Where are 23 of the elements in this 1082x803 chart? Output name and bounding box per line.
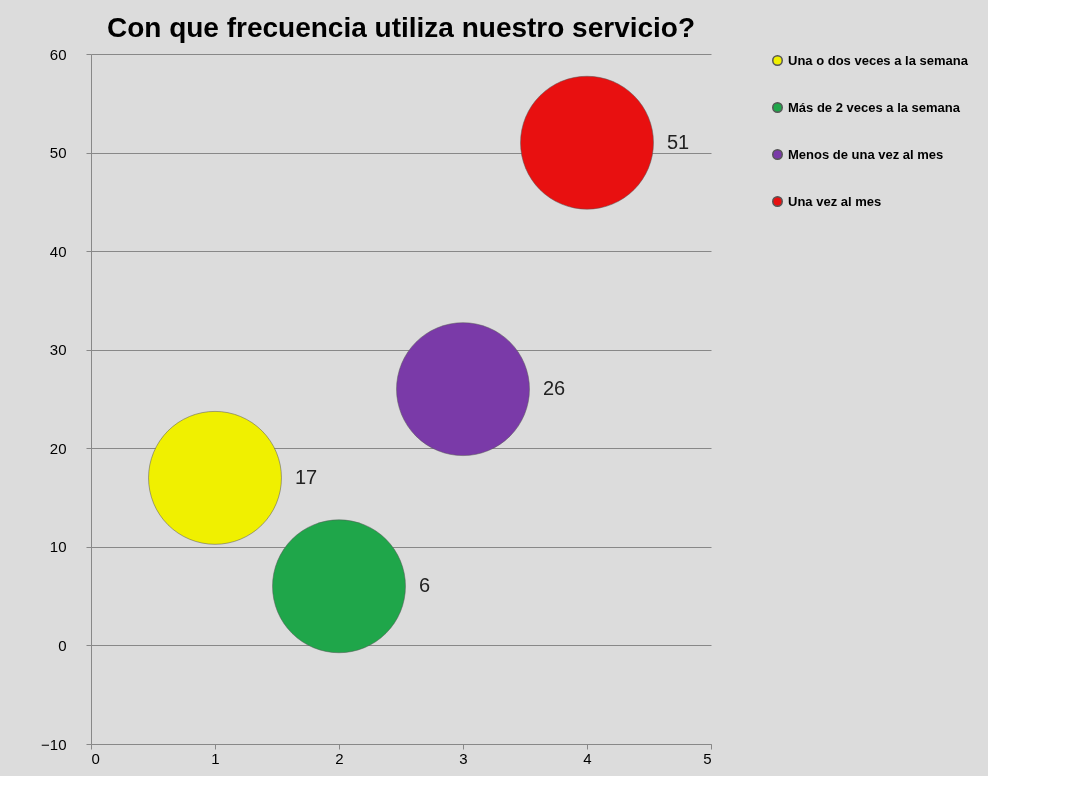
- data-label: 26: [543, 377, 566, 400]
- x-tick-label: 4: [583, 749, 592, 767]
- legend-label: Más de 2 veces a la semana: [788, 99, 961, 115]
- x-tick-label: 3: [459, 749, 468, 767]
- chart-title: Con que frecuencia utiliza nuestro servicio?: [106, 12, 696, 43]
- legend-label: Una vez al mes: [788, 193, 882, 209]
- y-tick-label: 0: [58, 636, 67, 654]
- y-tick-label: −10: [41, 735, 67, 753]
- y-tick-label: 10: [49, 538, 67, 556]
- y-tick-label: 40: [49, 242, 67, 260]
- y-tick-label: 50: [49, 144, 67, 162]
- legend-label: Una o dos veces a la semana: [788, 52, 969, 68]
- x-tick-label: 2: [335, 749, 344, 767]
- y-tick-label: 20: [49, 439, 67, 457]
- x-tick-label: 1: [211, 749, 220, 767]
- data-label: 6: [419, 574, 431, 597]
- x-tick-label: 5: [703, 749, 712, 767]
- legend-label: Menos de una vez al mes: [788, 146, 944, 162]
- x-tick-label: 0: [91, 749, 100, 767]
- y-tick-label: 30: [49, 341, 67, 359]
- y-tick-label: 60: [49, 45, 67, 63]
- data-label: 51: [667, 130, 690, 153]
- data-label: 17: [295, 465, 318, 488]
